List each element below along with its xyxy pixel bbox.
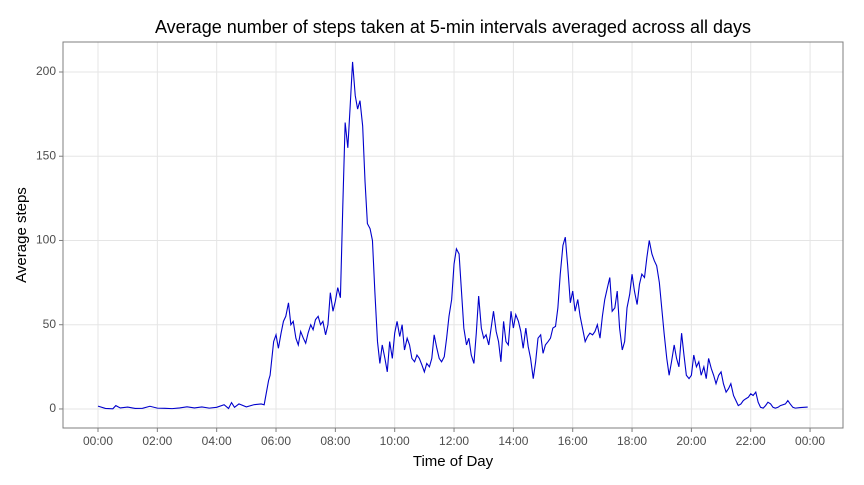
x-tick-label: 12:00: [439, 434, 469, 448]
x-tick-label: 08:00: [320, 434, 350, 448]
x-tick-label: 06:00: [261, 434, 291, 448]
x-tick-label: 02:00: [142, 434, 172, 448]
x-tick-label: 00:00: [83, 434, 113, 448]
x-tick-label: 00:00: [795, 434, 825, 448]
x-tick-label: 22:00: [736, 434, 766, 448]
x-tick-label: 04:00: [202, 434, 232, 448]
x-tick-label: 14:00: [498, 434, 528, 448]
y-tick-label: 0: [49, 401, 56, 415]
x-tick-label: 20:00: [676, 434, 706, 448]
plot-panel: [63, 42, 843, 428]
grid: [63, 42, 843, 428]
x-tick-label: 16:00: [558, 434, 588, 448]
plot-border: [62, 41, 844, 429]
x-tick-label: 10:00: [380, 434, 410, 448]
series-line: [97, 61, 808, 410]
x-axis-label: Time of Day: [413, 453, 494, 470]
y-tick-label: 200: [36, 64, 56, 78]
y-tick-label: 50: [43, 317, 57, 331]
y-tick-label: 150: [36, 148, 56, 162]
y-axis-label: Average steps: [13, 187, 30, 283]
chart-title: Average number of steps taken at 5-min i…: [155, 17, 751, 37]
x-tick-label: 18:00: [617, 434, 647, 448]
lines: [97, 61, 808, 410]
y-tick-label: 100: [36, 233, 56, 247]
